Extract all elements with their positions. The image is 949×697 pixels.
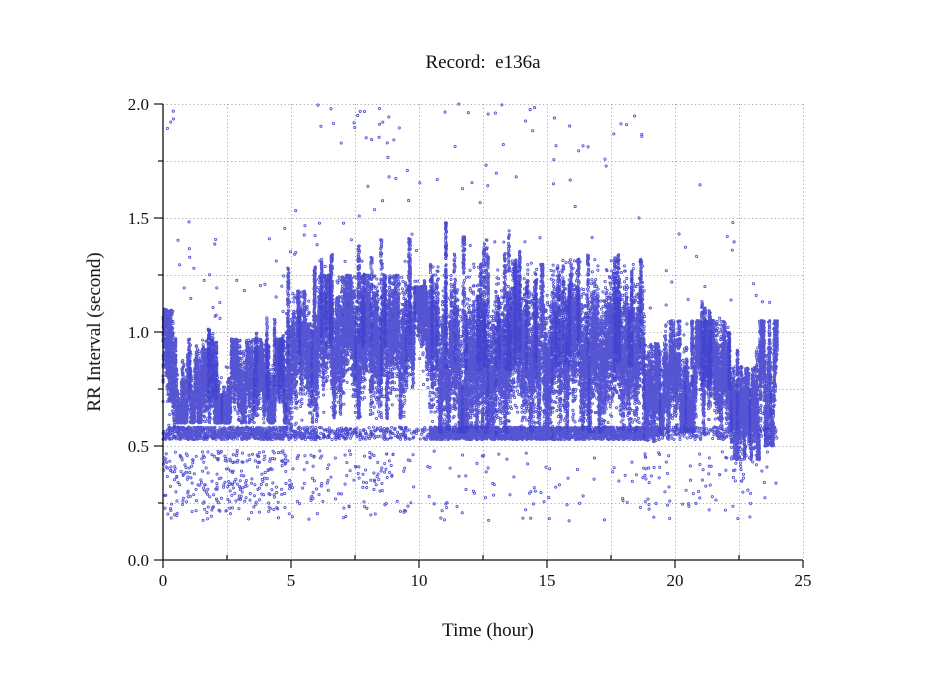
y-axis-label: RR Interval (second) xyxy=(84,252,105,412)
chart-title: Record: e136a xyxy=(425,52,541,73)
x-axis-label: Time (hour) xyxy=(442,620,534,641)
